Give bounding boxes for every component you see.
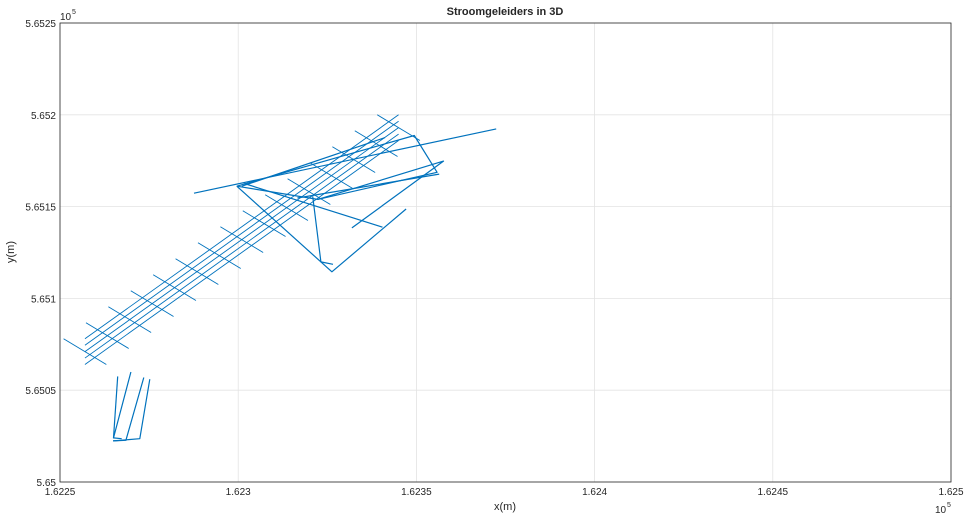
y-tick-label: 5.6505 — [25, 386, 56, 397]
conductor-crossline — [108, 306, 152, 333]
series-line — [241, 137, 386, 187]
conductor-crossline — [175, 258, 219, 285]
y-tick-label: 5.6515 — [25, 203, 56, 214]
series-line — [312, 196, 334, 265]
x-exponent: 10 5 — [935, 502, 951, 516]
x-axis-label: x(m) — [494, 501, 516, 513]
series-line — [236, 185, 407, 273]
x-tick-label: 1.6225 — [45, 487, 76, 498]
conductor-line — [84, 133, 399, 359]
y-tick-label: 5.6525 — [25, 19, 56, 30]
x-tick-label: 1.6235 — [401, 487, 432, 498]
conductor-crossline — [332, 146, 376, 173]
conductor-line — [84, 140, 399, 365]
conductor-crossline — [309, 162, 353, 189]
series-line — [113, 379, 151, 442]
chart-title: Stroomgeleiders in 3D — [447, 6, 564, 18]
conductor-crossline — [130, 290, 174, 317]
svg-text:5: 5 — [72, 9, 76, 16]
conductor-crossline — [264, 194, 309, 221]
x-tick-label: 1.624 — [582, 487, 607, 498]
conductor-crossline — [85, 322, 129, 349]
series-line — [193, 128, 497, 194]
conductor-crossline — [197, 242, 241, 269]
series-line — [317, 160, 445, 229]
y-exponent: 10 5 — [60, 9, 76, 23]
y-tick-label: 5.65 — [37, 478, 57, 489]
conductor-crossline — [220, 226, 264, 253]
conductor-crossline — [354, 130, 398, 157]
conductor-crossline — [63, 338, 107, 365]
conductor-line — [84, 114, 399, 340]
x-tick-label: 1.6245 — [758, 487, 789, 498]
svg-text:5: 5 — [947, 502, 951, 509]
conductor-line — [84, 120, 399, 346]
conductor-crossline — [152, 274, 197, 301]
y-axis-label: y(m) — [5, 241, 17, 263]
x-tick-label: 1.625 — [938, 487, 963, 498]
series-line — [297, 173, 440, 199]
axes-box — [59, 22, 952, 483]
conductor-crossline — [287, 178, 331, 205]
x-tick-label: 1.623 — [226, 487, 251, 498]
conductor-crossline — [376, 114, 421, 141]
series-group — [63, 114, 497, 442]
y-tick-label: 5.652 — [31, 111, 56, 122]
y-tick-label: 5.651 — [31, 294, 56, 305]
y-tick-labels: 5.65 5.6505 5.651 5.6515 5.652 5.6525 — [25, 19, 56, 489]
svg-text:10: 10 — [935, 505, 947, 516]
series-line — [244, 182, 383, 228]
x-tick-labels: 1.6225 1.623 1.6235 1.624 1.6245 1.625 — [45, 487, 964, 498]
svg-text:10: 10 — [60, 12, 72, 23]
series-line — [112, 376, 119, 438]
conductor-crossline — [242, 210, 286, 237]
